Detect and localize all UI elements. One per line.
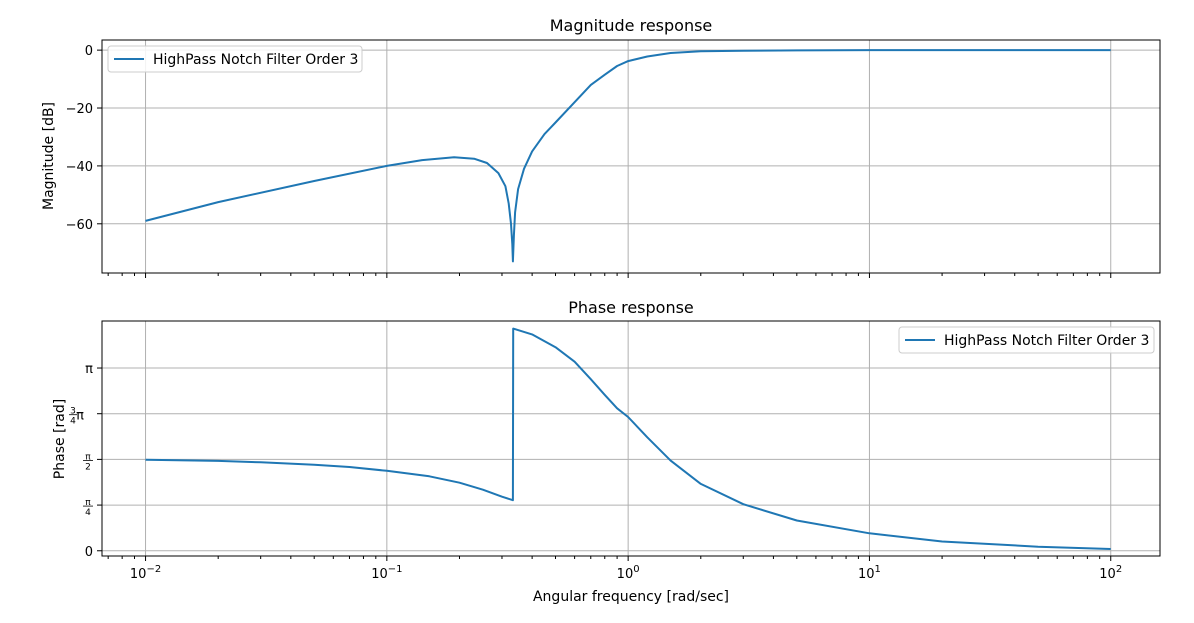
x-tick-label: 101: [858, 564, 881, 582]
magnitude-title: Magnitude response: [550, 16, 713, 35]
y-tick-label: 0: [85, 44, 93, 59]
magnitude-legend-box: [107, 45, 363, 73]
y-tick-label: 3 4π: [70, 407, 84, 427]
phase-panel: Phase response 10−2 10−1 100 101 102 0 π 4 π 2 3 4π…: [52, 298, 1161, 605]
phase-ylabel: Phase [rad]: [52, 399, 68, 479]
phase-axes-frame: [101, 320, 1161, 557]
y-tick-label: π: [85, 362, 93, 377]
x-tick-label: 102: [1099, 564, 1122, 582]
magnitude-series-group: [145, 49, 1111, 263]
phase-series-line: [145, 327, 1111, 550]
magnitude-ylabel: Magnitude [dB]: [41, 102, 57, 210]
magnitude-panel: Magnitude response 0 −20 −40 −60 Magnitude …: [41, 16, 1161, 278]
phase-legend-box: [898, 326, 1155, 354]
phase-xlabel: Angular frequency [rad/sec]: [533, 589, 729, 605]
phase-ticks: 10−2 10−1 100 101 102 0 π 4 π 2 3 4π π: [69, 362, 1122, 582]
magnitude-legend-label: HighPass Notch Filter Order 3: [153, 52, 358, 68]
y-tick-label: −20: [66, 102, 93, 117]
y-tick-label: −40: [66, 160, 93, 175]
x-tick-label: 100: [617, 564, 640, 582]
phase-series-group: [145, 327, 1111, 550]
magnitude-axes-frame: [101, 39, 1161, 274]
magnitude-legend: HighPass Notch Filter Order 3: [107, 45, 363, 73]
phase-grid: [102, 321, 1160, 556]
magnitude-ticks: 0 −20 −40 −60: [66, 44, 1112, 278]
x-tick-label: 10−2: [130, 564, 161, 582]
y-tick-label: 0: [85, 545, 93, 560]
magnitude-series-line: [145, 49, 1111, 263]
x-tick-label: 10−1: [371, 564, 402, 582]
phase-title: Phase response: [568, 298, 694, 317]
y-tick-label: −60: [66, 218, 93, 233]
phase-legend: HighPass Notch Filter Order 3: [898, 326, 1155, 354]
magnitude-grid: [102, 40, 1160, 273]
phase-legend-label: HighPass Notch Filter Order 3: [944, 333, 1149, 349]
